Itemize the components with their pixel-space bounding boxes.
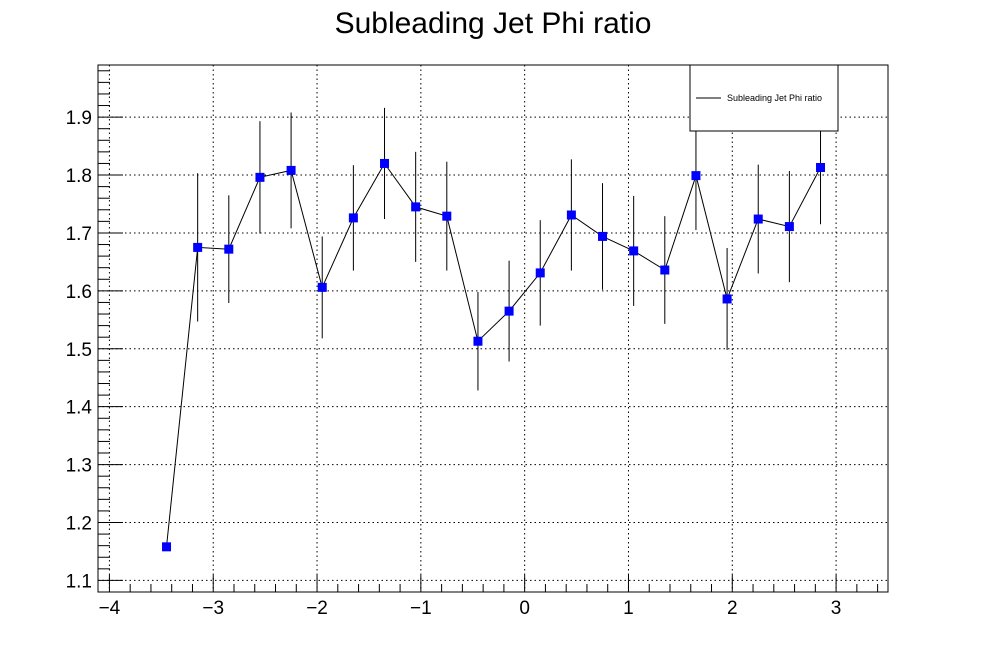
data-point: [504, 306, 514, 316]
y-tick-label: 1.7: [66, 224, 92, 245]
y-tick-label: 1.3: [66, 456, 92, 477]
series-line: [166, 162, 821, 547]
data-point: [753, 214, 763, 224]
x-tick-label: −1: [410, 598, 432, 619]
x-tick-label: 0: [519, 598, 530, 619]
data-point: [691, 171, 701, 181]
data-point: [193, 242, 203, 252]
data-point: [629, 246, 639, 256]
data-point: [722, 294, 732, 304]
data-point: [348, 213, 358, 223]
y-tick-label: 1.8: [66, 166, 92, 187]
chart-title: Subleading Jet Phi ratio: [335, 7, 652, 40]
data-point: [473, 336, 483, 346]
y-tick-label: 1.1: [66, 571, 92, 592]
data-point: [224, 244, 234, 254]
x-tick-label: −3: [202, 598, 224, 619]
data-point: [598, 231, 608, 241]
data-point: [535, 268, 545, 278]
axis-layer: −4 −3 −2 −1 0 1 2 3 1.1 1.2 1.3 1.4 1.5 1.6 1.7 1.8 1.9: [66, 70, 879, 619]
x-tick-label: 1: [623, 598, 634, 619]
y-tick-label: 1.6: [66, 282, 92, 303]
data-point: [317, 282, 327, 292]
data-point: [660, 265, 670, 275]
data-point: [255, 172, 265, 182]
data-point: [162, 542, 172, 552]
data-point: [566, 210, 576, 220]
y-tick-label: 1.9: [66, 108, 92, 129]
y-tick-label: 1.2: [66, 514, 92, 535]
plot-frame: [97, 64, 889, 593]
data-point: [286, 165, 296, 175]
data-point: [411, 202, 421, 212]
legend: Subleading Jet Phi ratio: [689, 64, 839, 132]
x-tick-label: −4: [99, 598, 121, 619]
data-point: [380, 158, 390, 168]
x-tick-label: −2: [306, 598, 328, 619]
grid-layer: [98, 65, 888, 592]
data-point: [442, 211, 452, 221]
series-layer: [162, 107, 826, 552]
x-tick-label: 3: [831, 598, 842, 619]
data-point: [784, 222, 794, 232]
data-point: [816, 163, 826, 173]
y-tick-label: 1.4: [66, 398, 93, 419]
y-tick-label: 1.5: [66, 340, 92, 361]
x-tick-label: 2: [727, 598, 738, 619]
legend-entry-label: Subleading Jet Phi ratio: [727, 93, 822, 103]
